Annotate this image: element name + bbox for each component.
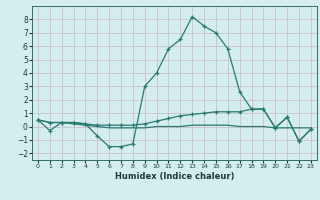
X-axis label: Humidex (Indice chaleur): Humidex (Indice chaleur) — [115, 172, 234, 181]
